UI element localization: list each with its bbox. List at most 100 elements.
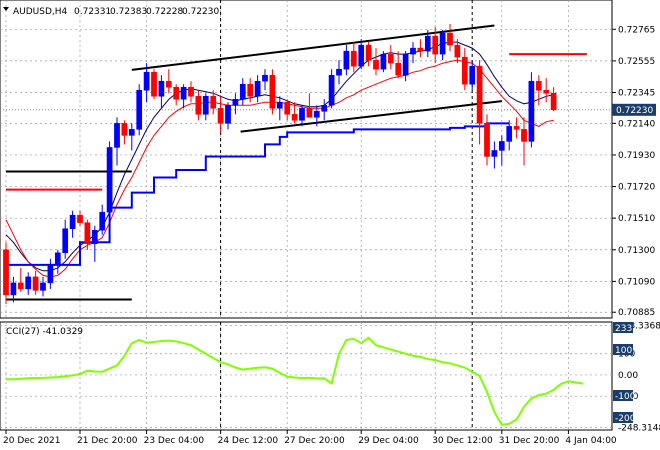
candle-body: [513, 126, 520, 130]
candle-body: [210, 96, 217, 109]
candle: [232, 93, 239, 115]
time-tick-label: 27 Dec 20:00: [284, 436, 345, 446]
candle: [25, 272, 32, 295]
candle-body: [343, 50, 350, 70]
candle-body: [402, 53, 409, 76]
candle-body: [106, 147, 113, 213]
candle-body: [114, 123, 120, 148]
candle: [513, 117, 520, 139]
price-tick-label: 0.72345: [618, 89, 655, 99]
candle-body: [535, 80, 542, 91]
candle-body: [217, 108, 224, 124]
candle-body: [10, 282, 17, 296]
candle: [188, 81, 194, 103]
candle: [550, 87, 557, 112]
time-axis: 20 Dec 2021 21 Dec 20:00 23 Dec 04:00 24 De…: [3, 430, 617, 446]
candle: [380, 51, 387, 73]
candle-body: [99, 211, 106, 231]
cci-panel-frame: [0, 321, 613, 431]
candle-body: [506, 126, 513, 142]
candles: [3, 24, 557, 304]
header-info: AUDUSD,H4 0.72331 0.72383 0.72228 0.7223…: [3, 7, 219, 17]
candle: [402, 51, 409, 82]
candle-body: [25, 276, 32, 290]
candle: [77, 210, 83, 226]
candle: [484, 114, 490, 166]
candle-body: [202, 96, 209, 115]
candle: [461, 48, 468, 91]
price-tick-label: 0.72765: [618, 25, 655, 35]
price-axis: 0.72765 0.72555 0.72345 0.72140 0.71930 0.717…: [612, 25, 655, 318]
candle: [454, 39, 461, 64]
candle: [506, 120, 513, 151]
price-tick-label: 0.72140: [618, 119, 655, 129]
candle-body: [54, 252, 61, 266]
candle-body: [447, 32, 453, 46]
dropdown-triangle-icon[interactable]: [3, 7, 9, 11]
last-price-tag: 0.72230: [612, 103, 656, 116]
cci-tick-label: 0.00: [618, 371, 638, 381]
candle: [195, 90, 202, 121]
candle: [128, 123, 135, 151]
candle-body: [550, 93, 557, 111]
candle-body: [291, 114, 298, 121]
candle-body: [395, 62, 402, 76]
candle-body: [128, 129, 135, 136]
candle: [32, 270, 39, 295]
candle-body: [365, 44, 372, 61]
candle: [498, 135, 505, 166]
close-value: 0.72230: [182, 7, 219, 17]
open-value: 0.72331: [74, 7, 111, 17]
candle-body: [77, 214, 83, 223]
candle: [313, 105, 320, 127]
candle-body: [498, 141, 505, 151]
candle-body: [232, 99, 239, 106]
candle-body: [121, 123, 128, 136]
candle: [358, 39, 365, 70]
candle-body: [484, 123, 490, 157]
candle: [91, 225, 98, 262]
period-separators: [220, 0, 473, 318]
candle-body: [269, 74, 276, 109]
trend-line: [131, 24, 495, 71]
candle: [432, 27, 439, 64]
time-tick-label: 29 Dec 04:00: [358, 436, 419, 446]
candle: [54, 249, 61, 274]
price-tick-label: 0.71720: [618, 183, 655, 193]
candle-body: [62, 228, 69, 254]
candle: [535, 75, 542, 106]
candle-body: [380, 53, 387, 70]
cci-line: [6, 336, 584, 426]
symbol-label: AUDUSD,H4: [13, 7, 68, 17]
candle-body: [188, 86, 194, 97]
candle: [336, 60, 342, 85]
candle-body: [299, 108, 305, 121]
last-price-label: 0.72230: [616, 106, 653, 116]
candle: [521, 117, 527, 166]
candle-body: [136, 89, 143, 130]
candle: [121, 120, 128, 145]
cci-level-label: 233: [615, 324, 632, 334]
candle: [328, 69, 335, 109]
cci-label: CCI(27) -41.0329: [6, 327, 83, 337]
candle-body: [47, 264, 54, 284]
price-tick-label: 0.71300: [618, 246, 655, 256]
candle: [69, 210, 76, 238]
candle-body: [262, 74, 268, 82]
candle: [254, 75, 261, 103]
candle-body: [91, 229, 98, 245]
cci-tick-label: 233.3368: [618, 321, 660, 331]
candle-body: [32, 276, 39, 291]
candle: [373, 48, 379, 76]
candle-body: [476, 65, 483, 124]
candle-body: [543, 89, 550, 94]
candle: [321, 99, 328, 121]
time-tick-label: 21 Dec 20:00: [77, 436, 138, 446]
candle-body: [3, 249, 9, 296]
candle: [476, 60, 483, 145]
candle: [395, 51, 402, 79]
candle-body: [165, 80, 172, 88]
candle: [225, 102, 231, 130]
cci-level-box: [613, 412, 633, 423]
